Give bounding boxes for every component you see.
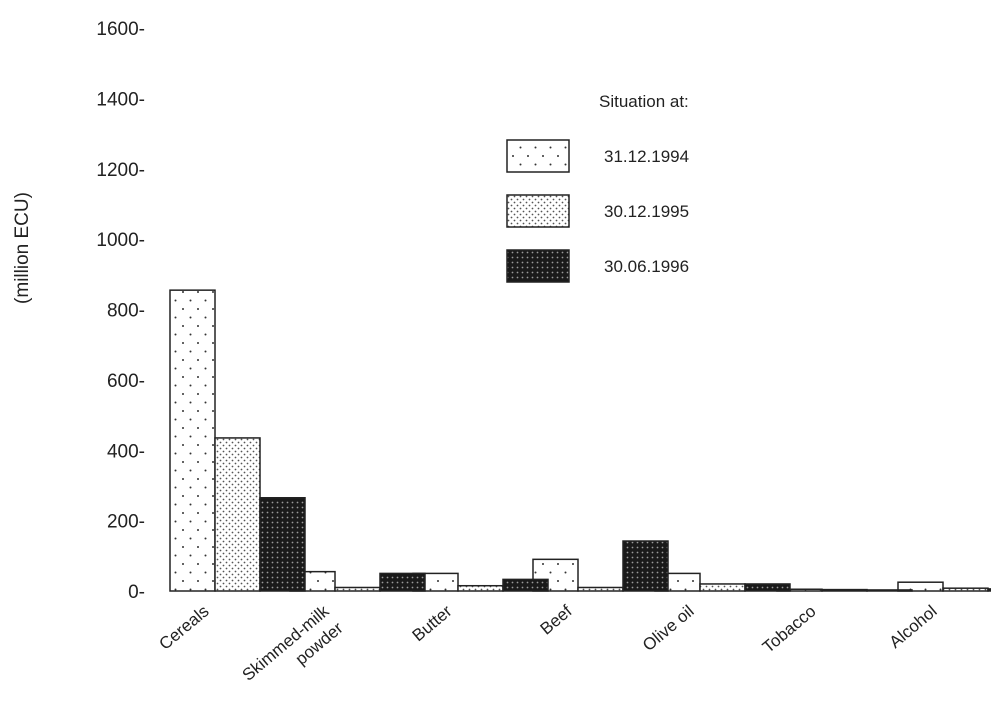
x-axis-labels: Cereals Skimmed-milkpowder Butter Beef Olive… [155,601,941,701]
y-tick-label: 1200- [96,160,145,181]
y-tick-label: 800- [107,301,145,322]
bar [699,583,746,592]
bar [987,588,991,592]
y-tick-label: 1600- [96,19,145,40]
bar [334,586,381,592]
legend-entry: 31.12.1994 [604,147,689,166]
y-tick-label: 1400- [96,89,145,110]
x-tick-label: Alcohol [886,602,941,652]
bar [577,586,624,592]
bar [502,578,549,592]
legend-title: Situation at: [599,92,689,111]
bar [897,581,944,592]
legend-entry: 30.12.1995 [604,202,689,221]
bar [744,583,791,592]
bar [866,589,913,592]
x-tick-label: Tobacco [759,602,820,657]
y-axis-label: (million ECU) [12,192,33,304]
bar [379,572,426,592]
bar [622,540,669,592]
y-tick-label: 200- [107,512,145,533]
legend-swatch [506,249,570,283]
bar [457,584,504,592]
legend-entry: 30.06.1996 [604,257,689,276]
x-tick-label: Butter [409,601,456,645]
bar [259,497,306,592]
y-tick-label: 1000- [96,230,145,251]
bar [821,588,868,592]
bar [942,587,989,592]
y-axis: 0- 200- 400- 600- 800- 1000- 1200- 1400- 1600- [96,19,145,603]
x-tick-label: Skimmed-milkpowder [239,601,347,701]
x-tick-label: Olive oil [639,602,698,655]
legend: Situation at: 31.12.1994 30.12.1995 30.06.… [506,92,689,283]
y-tick-label: 400- [107,441,145,462]
x-tick-label: Cereals [155,602,212,654]
bars [169,289,991,592]
legend-swatch [506,139,570,173]
y-tick-label: 600- [107,371,145,392]
bar [169,289,216,592]
legend-swatch [506,194,570,228]
y-tick-label: 0- [128,582,145,603]
bar [214,437,261,592]
x-tick-label: Beef [537,601,576,638]
